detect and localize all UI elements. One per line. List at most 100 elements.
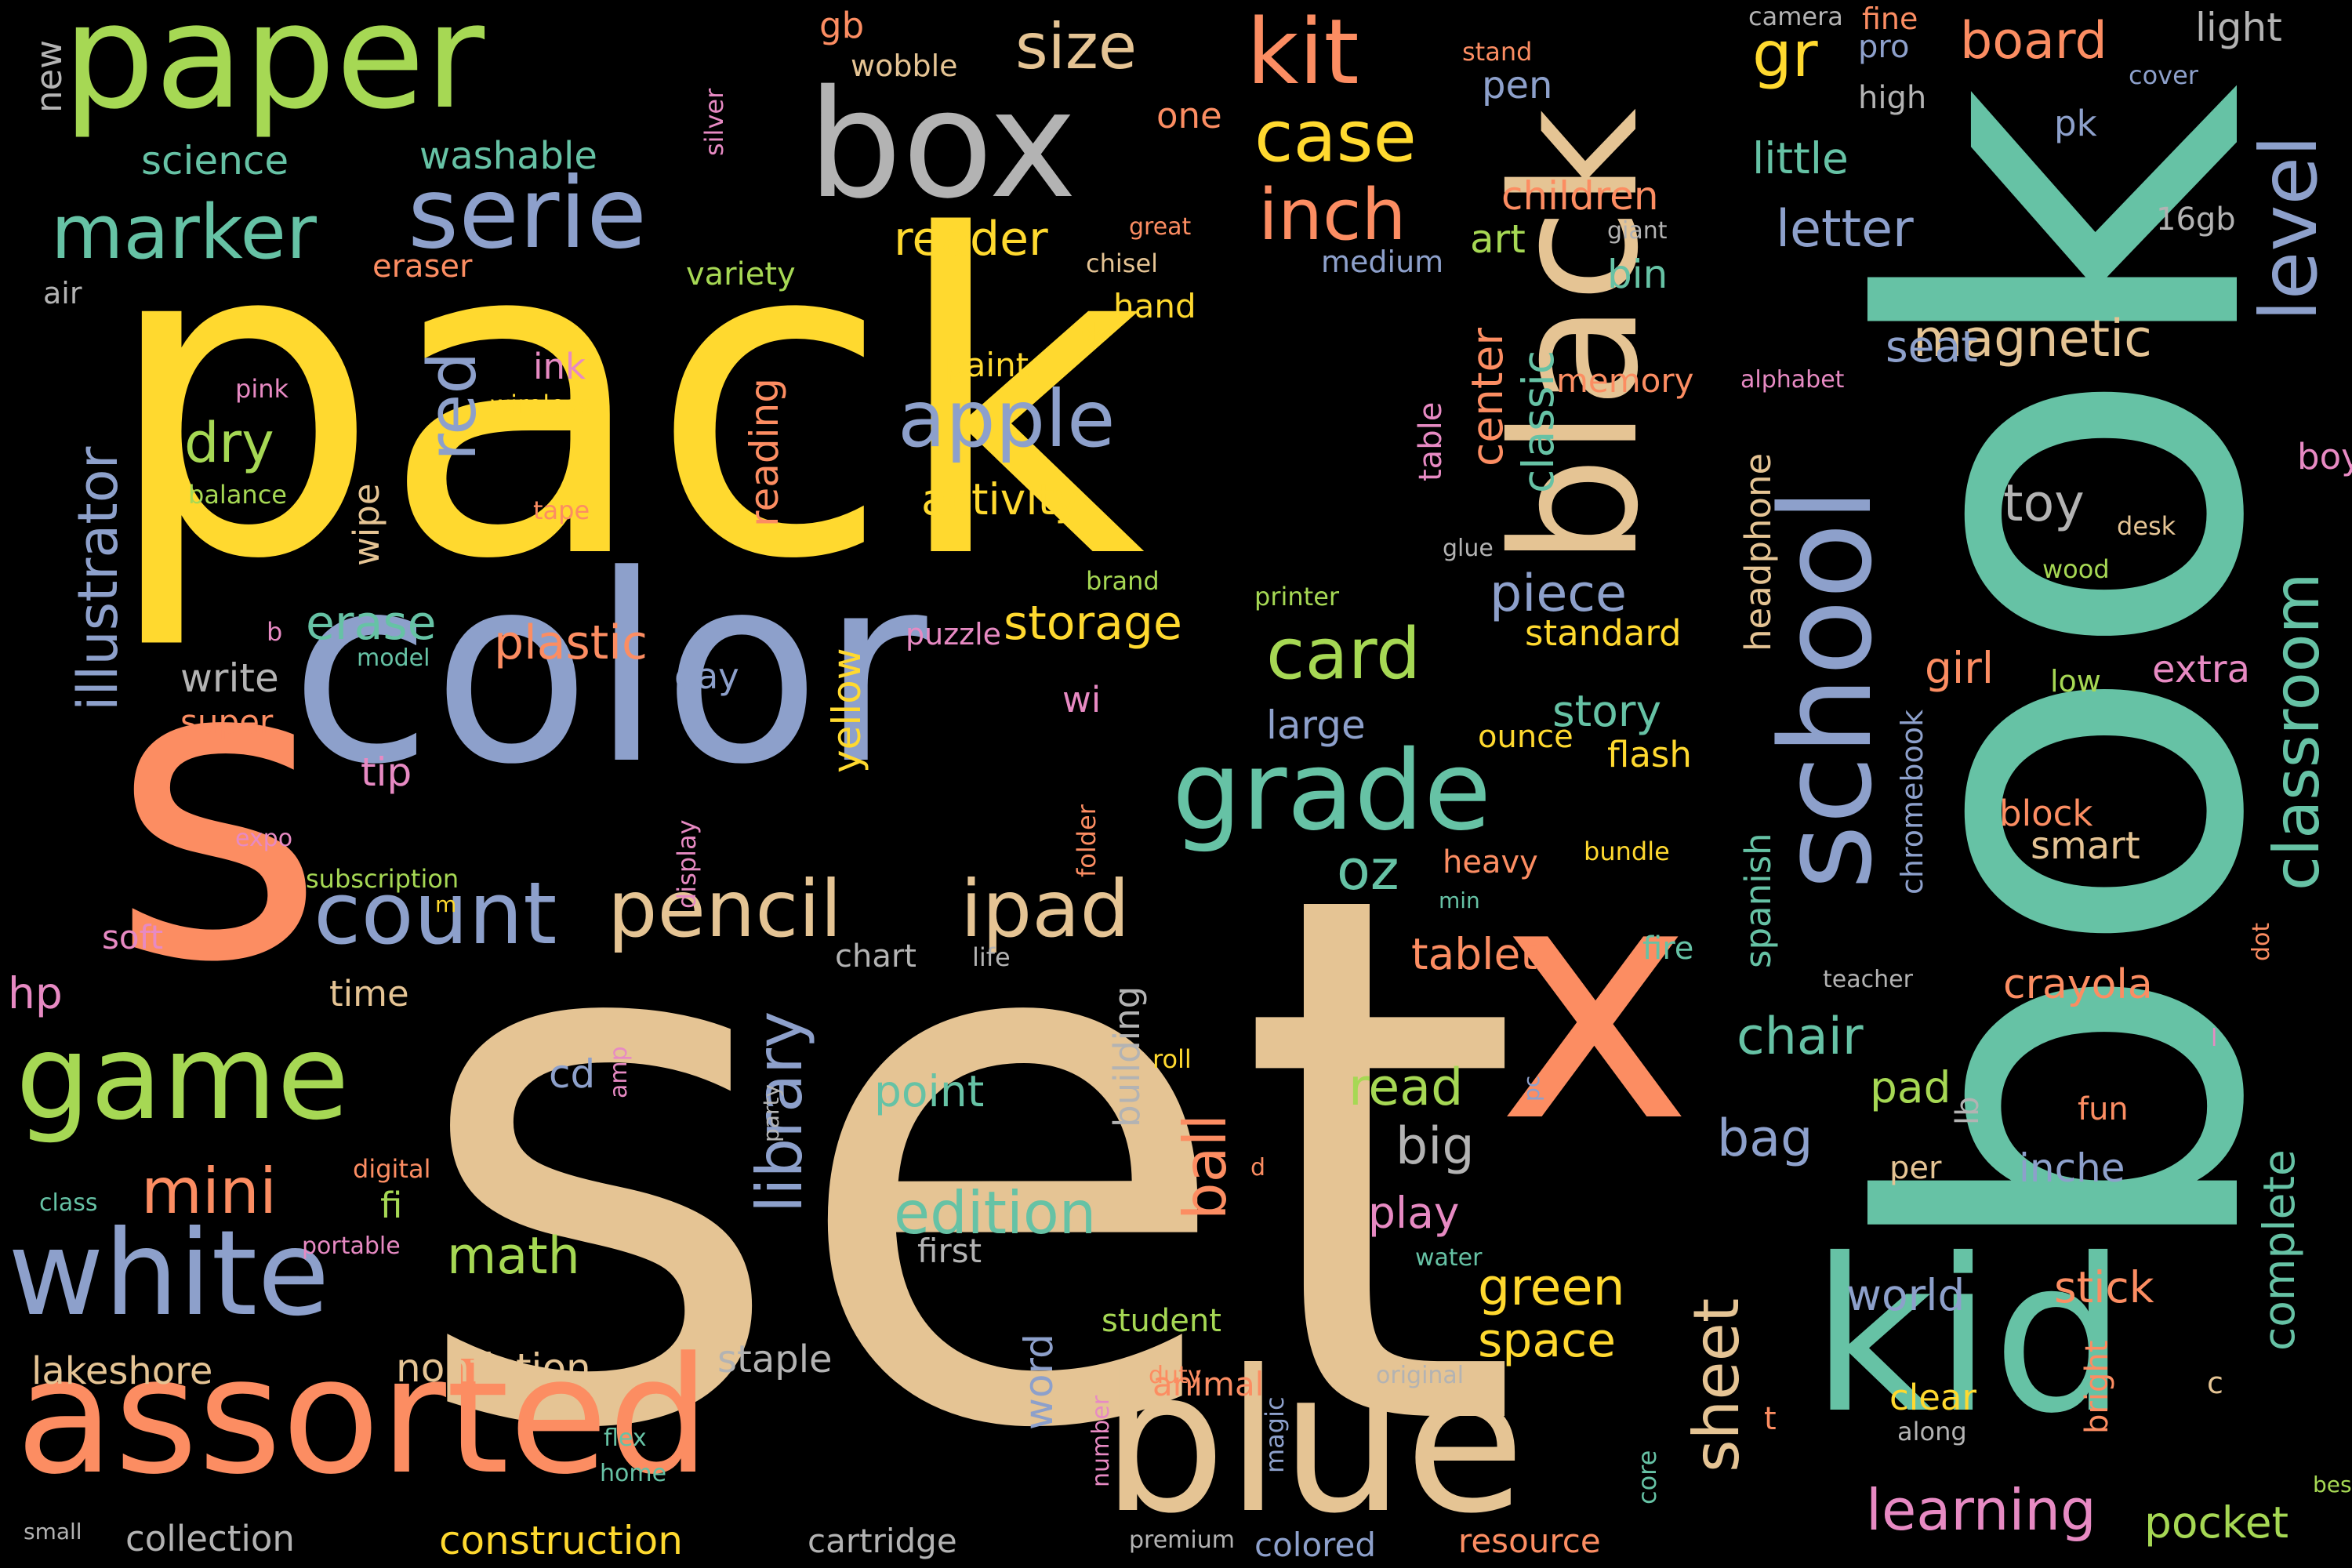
word-dry: dry — [184, 411, 274, 475]
word-original: original — [1376, 1362, 1465, 1389]
word-s: s — [110, 569, 327, 1053]
word-stick: stick — [2054, 1262, 2154, 1312]
word-science: science — [141, 138, 289, 183]
word-m: m — [435, 891, 457, 917]
word-c: c — [2207, 1366, 2223, 1400]
word-math: math — [447, 1227, 580, 1286]
word-chart: chart — [835, 938, 916, 975]
word-paint: paint — [945, 346, 1029, 384]
word-wobble: wobble — [851, 49, 958, 83]
word-fire: fire — [1642, 931, 1694, 967]
word-standard: standard — [1525, 612, 1682, 654]
word-time: time — [329, 973, 409, 1014]
word-tablet: tablet — [1411, 929, 1537, 979]
word-boy: boy — [2297, 436, 2352, 477]
word-reader: reader — [894, 212, 1048, 267]
word-animal: animal — [1152, 1365, 1265, 1403]
word-oz: oz — [1337, 838, 1399, 902]
word-staple: staple — [717, 1338, 833, 1381]
word-folder: folder — [1072, 804, 1102, 878]
word-puzzle: puzzle — [906, 617, 1002, 652]
word-piece: piece — [1490, 564, 1628, 623]
word-lakeshore: lakeshore — [31, 1349, 213, 1393]
word-inche: inche — [2019, 1145, 2125, 1191]
word-bag: bag — [1717, 1109, 1813, 1168]
word-ink: ink — [533, 346, 586, 387]
word-sheet: sheet — [1680, 1298, 1753, 1472]
word-center: center — [1462, 327, 1512, 466]
word-glue: glue — [1443, 535, 1494, 562]
word-story: story — [1552, 686, 1662, 736]
word-camera: camera — [1748, 2, 1843, 31]
word-paper: paper — [63, 0, 485, 141]
word-wood: wood — [2042, 554, 2110, 584]
word-per: per — [1889, 1150, 1942, 1186]
word-printer: printer — [1254, 582, 1340, 612]
word-cover: cover — [2129, 60, 2198, 90]
word-yellow: yellow — [824, 648, 869, 773]
word-along: along — [1897, 1417, 1967, 1446]
word-smart: smart — [2031, 824, 2140, 868]
word-fine: fine — [1862, 2, 1918, 36]
word-flex: flex — [604, 1425, 647, 1452]
word-high: high — [1858, 80, 1927, 116]
word-flash: flash — [1607, 734, 1692, 775]
word-classic: classic — [1513, 350, 1563, 493]
word-premium: premium — [1129, 1526, 1235, 1554]
word-model: model — [357, 644, 430, 672]
word-spanish: spanish — [1737, 833, 1779, 969]
word-eraser: eraser — [372, 249, 473, 285]
word-16gb: 16gb — [2156, 201, 2236, 238]
word-count: count — [314, 863, 557, 964]
word-chair: chair — [1737, 1007, 1864, 1066]
word-kit: kit — [1247, 0, 1359, 105]
word-chisel: chisel — [1086, 249, 1159, 278]
word-point: point — [874, 1066, 985, 1116]
word-cd: cd — [549, 1051, 596, 1097]
word-life: life — [972, 942, 1011, 972]
word-magic: magic — [1260, 1396, 1290, 1474]
word-small: small — [24, 1519, 82, 1544]
word-gr: gr — [1752, 18, 1818, 91]
word-inch: inch — [1258, 174, 1406, 256]
word-edition: edition — [894, 1178, 1097, 1247]
word-plastic: plastic — [494, 615, 648, 670]
word-d: d — [1250, 1154, 1266, 1181]
word-wi: wi — [1062, 679, 1102, 720]
word-pack: pack — [102, 144, 1145, 655]
word-color: color — [290, 520, 927, 821]
word-crayola: crayola — [2003, 961, 2153, 1008]
word-day: day — [674, 655, 739, 697]
word-art: art — [1470, 216, 1526, 262]
word-portable: portable — [302, 1232, 401, 1260]
word-ounce: ounce — [1478, 719, 1573, 755]
word-building: building — [1106, 985, 1148, 1128]
word-girl: girl — [1925, 643, 1994, 693]
word-giant: giant — [1607, 217, 1668, 245]
word-learning: learning — [1866, 1477, 2096, 1543]
word-alphabet: alphabet — [1740, 366, 1845, 394]
word-memory: memory — [1556, 361, 1694, 400]
word-resource: resource — [1458, 1522, 1601, 1560]
word-tape: tape — [533, 495, 590, 525]
word-letter: letter — [1776, 200, 1914, 259]
word-ipad: ipad — [960, 863, 1131, 955]
word-water: water — [1415, 1244, 1483, 1272]
word-complete: complete — [2254, 1149, 2304, 1351]
word-number: number — [1087, 1395, 1115, 1487]
word-hp: hp — [8, 968, 63, 1018]
word-colored: colored — [1254, 1526, 1376, 1564]
word-subscription: subscription — [306, 864, 459, 894]
word-storage: storage — [1004, 596, 1182, 651]
word-wireless: wireless — [490, 390, 592, 419]
word-toy: toy — [2003, 474, 2085, 533]
word-amp: amp — [605, 1046, 633, 1098]
word-bundle: bundle — [1584, 837, 1670, 866]
word-little: little — [1752, 133, 1849, 183]
word-assorted: assorted — [16, 1323, 710, 1510]
word-erase: erase — [306, 596, 437, 651]
word-display: display — [672, 819, 702, 909]
word-pocket: pocket — [2144, 1497, 2289, 1548]
word-fun: fun — [2078, 1091, 2129, 1127]
word-activity: activity — [921, 474, 1080, 524]
